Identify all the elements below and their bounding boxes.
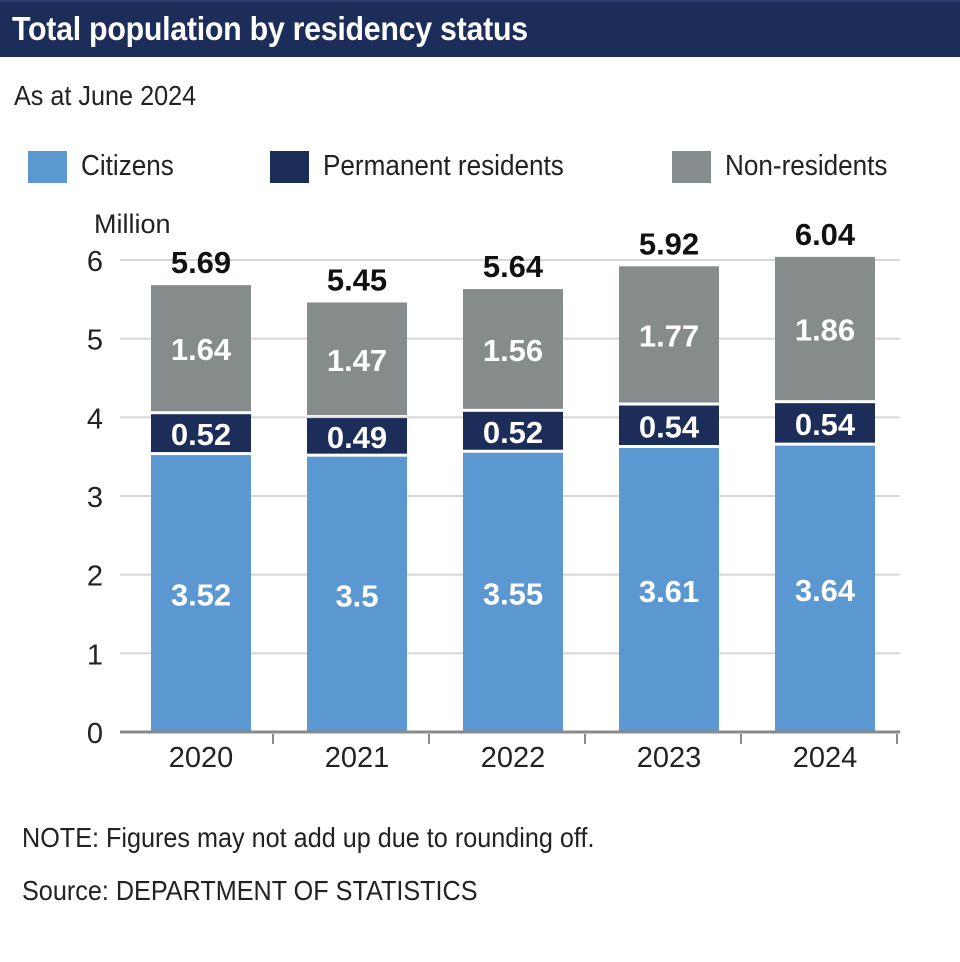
x-tick-label: 2023: [637, 742, 702, 774]
y-tick-label: 1: [87, 639, 103, 671]
footnote: NOTE: Figures may not add up due to roun…: [22, 822, 595, 853]
y-axis-label: Million: [94, 209, 171, 239]
chart-header: Total population by residency status: [0, 0, 960, 57]
data-label-non-residents-2020: 1.64: [171, 332, 232, 367]
bar-segment-non-residents-2023: [619, 266, 719, 403]
bar-group-2023: 3.61 0.54 1.77 5.92: [619, 226, 719, 732]
y-tick-label: 0: [87, 718, 103, 750]
bar-group-2024: 3.64 0.54 1.86 6.04: [775, 217, 875, 732]
data-label-permanent-residents-2022: 0.52: [483, 415, 543, 450]
total-label-2022: 5.64: [483, 249, 544, 284]
data-label-permanent-residents-2023: 0.54: [639, 409, 700, 444]
bar-segment-non-residents-2020: [151, 285, 251, 412]
bar-group-2021: 3.5 0.49 1.47 5.45: [307, 262, 407, 732]
legend-item-citizens: Citizens: [28, 150, 184, 183]
total-label-2024: 6.04: [795, 217, 856, 252]
chart-subtitle: As at June 2024: [14, 80, 197, 111]
y-tick-label: 4: [87, 403, 103, 435]
y-tick-label: 6: [87, 246, 103, 278]
bars: 3.52 0.52 1.64 5.69 3.5 0.49 1.47 5.45 3.55 0.52 1…: [151, 217, 875, 732]
data-label-non-residents-2023: 1.77: [639, 318, 699, 353]
data-label-non-residents-2022: 1.56: [483, 333, 543, 368]
bar-segment-citizens-2022: [463, 452, 563, 732]
bar-group-2020: 3.52 0.52 1.64 5.69: [151, 245, 251, 732]
bar-segment-non-residents-2021: [307, 302, 407, 416]
source-note: Source: DEPARTMENT OF STATISTICS: [22, 875, 478, 906]
chart-title: Total population by residency status: [12, 10, 528, 47]
y-axis-ticks: 0 1 2 3 4 5 6: [87, 246, 103, 750]
legend-item-non-residents: Non-residents: [672, 150, 906, 183]
stacked-bar-chart: Million 0 1 2 3 4 5 6 3.52 0.52 1.64 5.69 3.5 0.49 1…: [87, 209, 900, 774]
legend-swatch-permanent-residents: [270, 150, 309, 183]
data-label-citizens-2022: 3.55: [483, 576, 543, 611]
bar-segment-citizens-2021: [307, 456, 407, 732]
x-tick-label: 2021: [325, 742, 390, 774]
bar-segment-permanent-residents-2023: [619, 405, 719, 446]
data-label-non-residents-2024: 1.86: [795, 313, 855, 348]
bar-segment-citizens-2023: [619, 448, 719, 732]
total-label-2023: 5.92: [639, 226, 699, 261]
x-axis: 2020 2021 2022 2023 2024: [120, 730, 900, 774]
data-label-citizens-2024: 3.64: [795, 573, 856, 608]
y-tick-label: 5: [87, 325, 103, 357]
legend-item-permanent-residents: Permanent residents: [270, 150, 591, 183]
data-label-citizens-2021: 3.5: [335, 578, 378, 613]
x-tick-label: 2022: [481, 742, 546, 774]
bar-segment-permanent-residents-2020: [151, 414, 251, 453]
total-label-2021: 5.45: [327, 262, 387, 297]
x-tick-label: 2020: [169, 742, 234, 774]
total-label-2020: 5.69: [171, 245, 231, 280]
data-label-permanent-residents-2024: 0.54: [795, 407, 856, 442]
bar-segment-citizens-2020: [151, 455, 251, 732]
data-label-citizens-2023: 3.61: [639, 574, 699, 609]
bar-segment-citizens-2024: [775, 445, 875, 732]
y-tick-label: 3: [87, 482, 103, 514]
data-label-citizens-2020: 3.52: [171, 578, 231, 613]
y-tick-label: 2: [87, 561, 103, 593]
data-label-non-residents-2021: 1.47: [327, 343, 387, 378]
bar-group-2022: 3.55 0.52 1.56 5.64: [463, 249, 563, 732]
bar-segment-non-residents-2024: [775, 256, 875, 401]
bar-segment-non-residents-2022: [463, 289, 563, 409]
legend-label-permanent-residents: Permanent residents: [323, 150, 564, 182]
bar-segment-permanent-residents-2022: [463, 411, 563, 450]
data-label-permanent-residents-2020: 0.52: [171, 417, 231, 452]
x-tick-label: 2024: [793, 742, 858, 774]
data-label-permanent-residents-2021: 0.49: [327, 420, 387, 455]
legend-label-non-residents: Non-residents: [725, 150, 888, 182]
legend-swatch-non-residents: [672, 150, 711, 183]
bar-segment-permanent-residents-2021: [307, 418, 407, 454]
legend-swatch-citizens: [28, 150, 67, 183]
legend-label-citizens: Citizens: [81, 150, 174, 182]
legend: Citizens Permanent residents Non-residen…: [0, 150, 960, 190]
bar-segment-permanent-residents-2024: [775, 403, 875, 443]
